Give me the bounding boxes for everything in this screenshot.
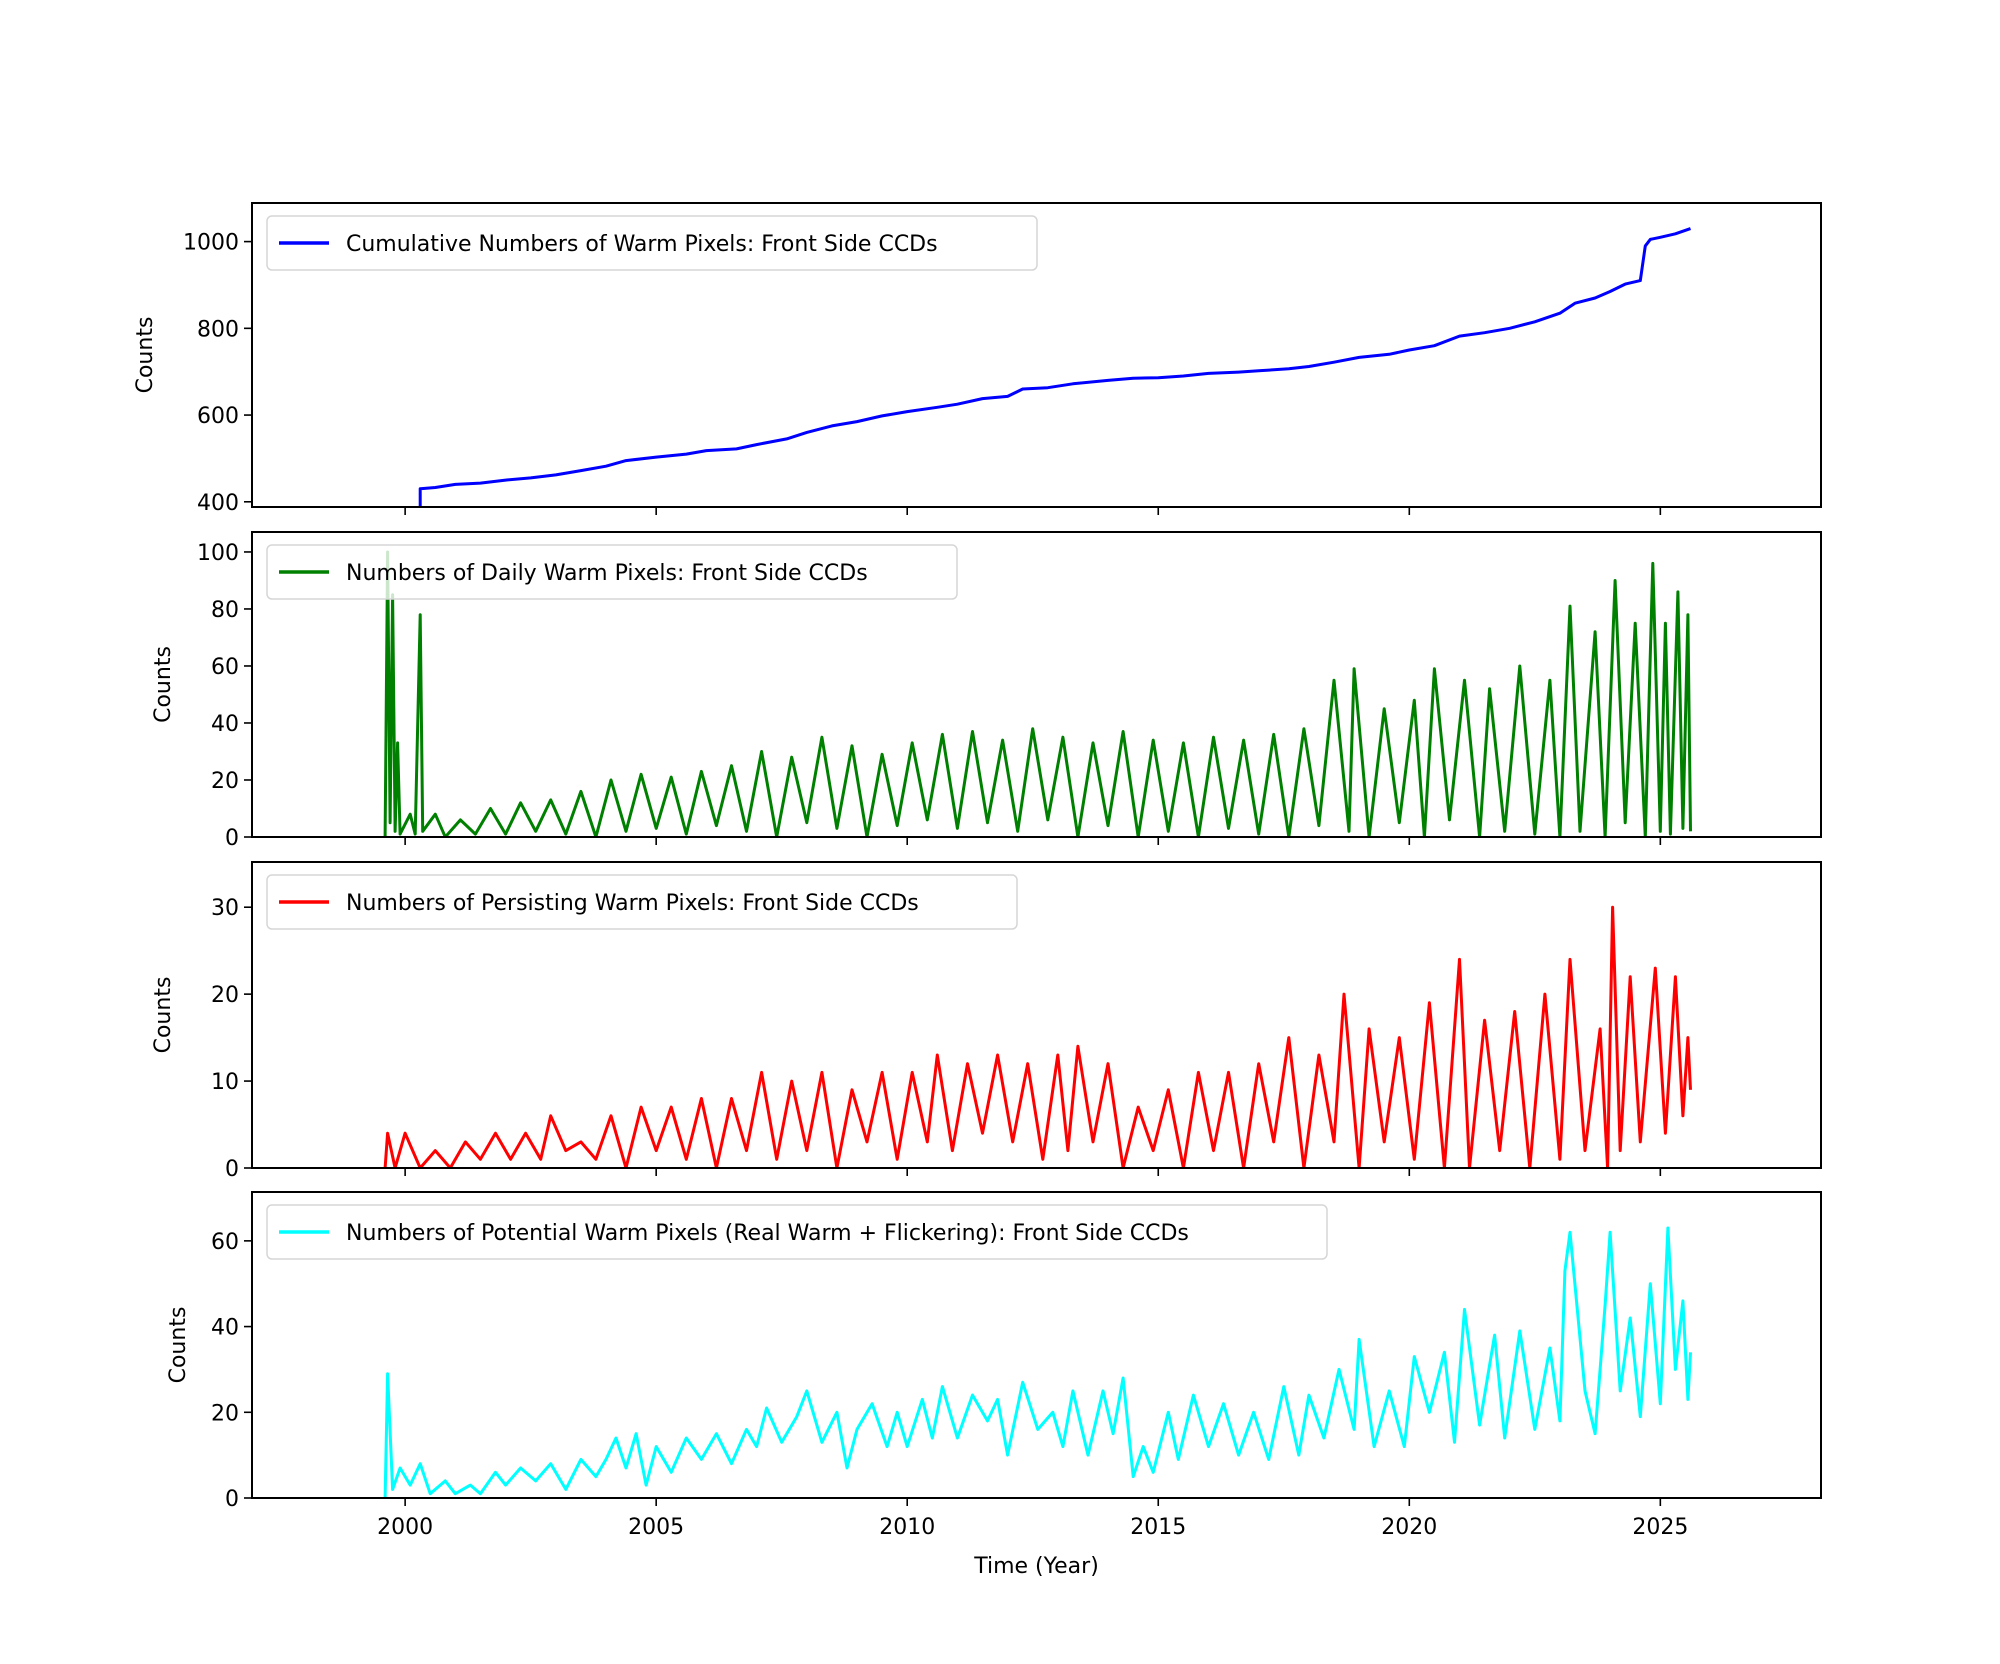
y-tick-label: 400 — [197, 491, 239, 516]
axes-frame — [251, 531, 1822, 838]
axes-frame — [251, 202, 1822, 508]
x-axis-label: Time (Year) — [973, 1554, 1099, 1579]
legend-box — [266, 544, 958, 600]
x-tick-label: 2015 — [1130, 1515, 1186, 1540]
x-tick-label: 2020 — [1381, 1515, 1437, 1540]
y-tick-label: 30 — [211, 896, 239, 921]
legend: Cumulative Numbers of Warm Pixels: Front… — [266, 215, 1038, 271]
panel-4: 0 20 40 60 2000 2005 2010 2015 2020 2025 Counts Num… — [166, 1191, 1822, 1540]
x-tick-label: 2010 — [879, 1515, 935, 1540]
panel-3: 0 10 20 30 Counts Numbers of Persisting Warm … — [151, 861, 1822, 1182]
y-tick-label: 1000 — [183, 231, 239, 256]
legend: Numbers of Persisting Warm Pixels: Front… — [266, 874, 1018, 930]
y-tick-label: 0 — [225, 1487, 239, 1512]
legend-box — [266, 874, 1018, 930]
legend-label: Cumulative Numbers of Warm Pixels: Front… — [346, 232, 938, 257]
x-tick-label: 2000 — [377, 1515, 433, 1540]
y-tick-label: 20 — [211, 1401, 239, 1426]
y-tick-label: 0 — [225, 1157, 239, 1182]
y-axis-label: Counts — [151, 977, 176, 1054]
y-tick-label: 0 — [225, 826, 239, 851]
panel-1: 400 600 800 1000 Counts Cumulative Numbers of… — [133, 202, 1822, 516]
series-line-4 — [383, 1226, 1692, 1498]
series-line-1 — [418, 227, 1691, 507]
series-line-3 — [383, 905, 1692, 1168]
y-tick-label: 100 — [197, 541, 239, 566]
legend-box — [266, 215, 1038, 271]
y-tick-label: 20 — [211, 769, 239, 794]
panel-2: 0 20 40 60 80 100 Counts Numbers of Daily Warm … — [151, 531, 1822, 851]
legend-box — [266, 1204, 1328, 1260]
y-tick-label: 10 — [211, 1070, 239, 1095]
x-tick-label: 2025 — [1632, 1515, 1688, 1540]
legend: Numbers of Daily Warm Pixels: Front Side… — [266, 544, 958, 600]
y-tick-label: 40 — [211, 1316, 239, 1341]
y-tick-label: 600 — [197, 404, 239, 429]
y-tick-label: 60 — [211, 1230, 239, 1255]
y-tick-label: 60 — [211, 655, 239, 680]
axes-frame — [251, 1191, 1822, 1499]
y-tick-label: 80 — [211, 598, 239, 623]
x-tick-label: 2005 — [628, 1515, 684, 1540]
legend-label: Numbers of Persisting Warm Pixels: Front… — [346, 891, 919, 916]
y-axis-label: Counts — [151, 646, 176, 723]
axes-frame — [251, 861, 1822, 1169]
y-tick-label: 800 — [197, 317, 239, 342]
legend-label: Numbers of Potential Warm Pixels (Real W… — [346, 1221, 1189, 1246]
y-axis-label: Counts — [133, 317, 158, 394]
series-line-2 — [383, 550, 1692, 837]
y-tick-label: 20 — [211, 983, 239, 1008]
y-axis-label: Counts — [166, 1307, 191, 1384]
legend: Numbers of Potential Warm Pixels (Real W… — [266, 1204, 1328, 1260]
y-tick-label: 40 — [211, 712, 239, 737]
legend-label: Numbers of Daily Warm Pixels: Front Side… — [346, 561, 868, 586]
